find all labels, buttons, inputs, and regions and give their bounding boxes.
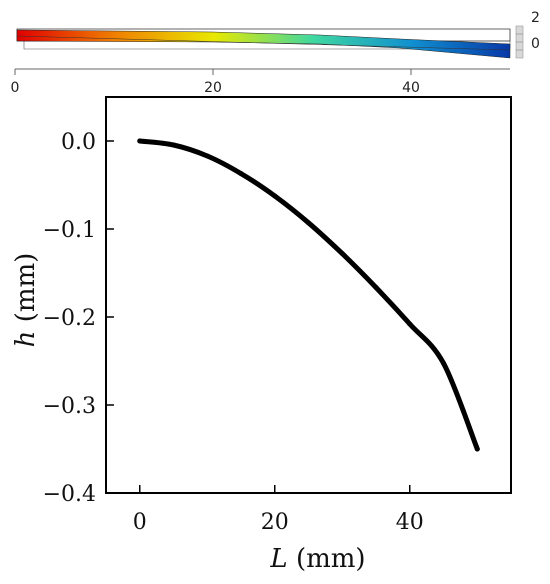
series-points	[137, 138, 480, 452]
x-tick-label: 20	[261, 510, 289, 535]
x-axis-label-var: L	[269, 544, 287, 574]
beam-centerline	[16, 35, 511, 51]
x-tick-label: 40	[396, 510, 424, 535]
side-scale-label-2: 2	[531, 10, 540, 26]
data-point	[137, 138, 143, 144]
data-point	[407, 321, 413, 327]
y-tick-label: −0.2	[43, 306, 96, 331]
data-point	[171, 142, 176, 148]
sim-axis-tick-label: 0	[11, 80, 20, 96]
y-tick-label: −0.4	[43, 482, 96, 507]
y-tick-label: 0.0	[61, 130, 96, 155]
y-axis-label-unit: (mm)	[11, 253, 41, 331]
data-point	[339, 251, 345, 257]
simulation-strip: 2 0 0 20 40	[11, 10, 540, 96]
data-point	[272, 193, 278, 199]
data-point	[238, 171, 244, 177]
sim-axis-tick-label: 20	[204, 80, 222, 96]
y-tick-label: −0.1	[43, 218, 96, 243]
y-axis-label: h (mm)	[11, 253, 41, 348]
y-axis-ticks: 0.0 −0.1 −0.2 −0.3 −0.4	[43, 130, 114, 507]
x-axis-ticks: 0 20 40	[133, 485, 424, 535]
data-point	[373, 285, 379, 291]
series-line-deflection	[137, 138, 480, 452]
data-point	[474, 446, 480, 452]
sim-axis-ticks: 0 20 40	[11, 69, 420, 96]
data-point	[306, 220, 311, 226]
data-point	[204, 153, 210, 159]
y-axis-label-var: h	[11, 331, 41, 348]
x-axis-label-unit: (mm)	[288, 544, 366, 574]
x-tick-label: 0	[133, 510, 147, 535]
y-tick-label: −0.3	[43, 394, 96, 419]
plot-frame	[105, 96, 512, 494]
side-scale-label-0: 0	[531, 36, 540, 52]
data-point	[441, 360, 446, 366]
line-plot: 0 20 40 0.0 −0.1 −0.2 −0.3 −0.4 L (mm) h (mm)	[11, 96, 512, 574]
beam-deformed-shape	[16, 29, 511, 59]
x-axis-label: L (mm)	[269, 544, 365, 574]
sim-axis-tick-label: 40	[402, 80, 420, 96]
